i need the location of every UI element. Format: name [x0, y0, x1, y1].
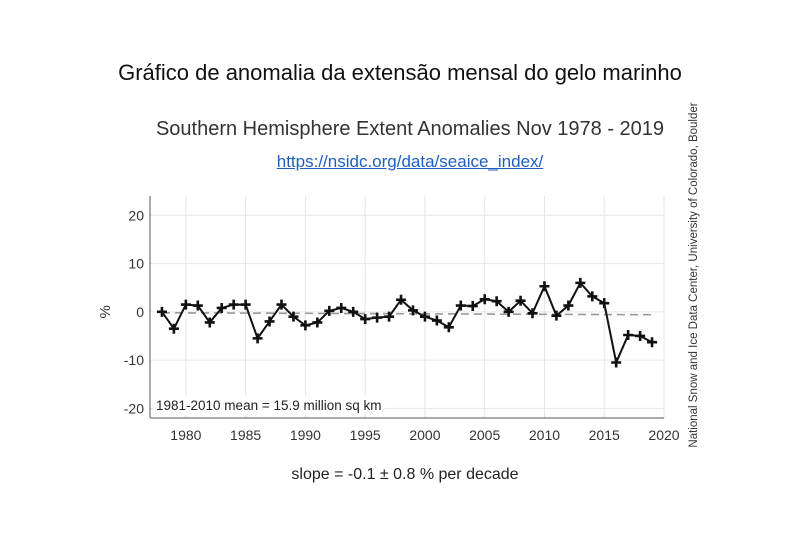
y-tick-label: -10: [124, 352, 144, 368]
x-tick-label: 2020: [648, 427, 679, 443]
y-tick-label: 0: [136, 304, 144, 320]
x-tick-label: 1980: [170, 427, 201, 443]
trend-line: [161, 311, 653, 316]
data-point: [360, 314, 371, 325]
mean-annotation-bg: [153, 396, 385, 415]
y-axis-label: %: [97, 305, 114, 318]
data-point: [312, 317, 323, 328]
data-point: [419, 311, 430, 322]
x-tick-label: 1990: [290, 427, 321, 443]
data-point: [635, 330, 646, 341]
data-point: [467, 301, 478, 312]
data-point: [336, 302, 347, 313]
data-point: [599, 298, 610, 309]
data-point: [443, 322, 454, 333]
data-point: [515, 295, 526, 306]
data-point: [348, 306, 359, 317]
data-point: [372, 312, 383, 323]
data-point: [168, 323, 179, 334]
data-point: [180, 299, 191, 310]
x-tick-label: 2010: [529, 427, 560, 443]
data-point: [647, 337, 658, 348]
y-tick-label: 10: [128, 256, 144, 272]
chart-title: Southern Hemisphere Extent Anomalies Nov…: [155, 118, 665, 140]
data-point: [575, 277, 586, 288]
data-point: [204, 317, 215, 328]
data-point: [324, 305, 335, 316]
data-point: [431, 315, 442, 326]
data-point: [455, 300, 466, 311]
data-point: [384, 311, 395, 322]
outer-title: Gráfico de anomalia da extensão mensal d…: [118, 60, 682, 85]
x-tick-label: 2015: [589, 427, 620, 443]
data-point: [563, 300, 574, 311]
data-point: [407, 305, 418, 316]
mean-annotation: 1981-2010 mean = 15.9 million sq km: [156, 398, 382, 413]
data-point: [276, 299, 287, 310]
data-point: [288, 311, 299, 322]
data-point: [611, 357, 622, 368]
x-tick-label: 2000: [409, 427, 440, 443]
data-point: [192, 300, 203, 311]
data-points: [156, 277, 658, 368]
data-point: [587, 291, 598, 302]
anomaly-series-line: [161, 281, 653, 366]
x-tick-label: 1985: [230, 427, 261, 443]
data-point: [252, 333, 263, 344]
data-point: [240, 299, 251, 310]
y-tick-label: -20: [124, 400, 144, 416]
data-point: [396, 294, 407, 305]
data-point: [491, 296, 502, 307]
data-point: [479, 294, 490, 305]
data-point: [623, 329, 634, 340]
data-point: [264, 316, 275, 327]
data-point: [228, 299, 239, 310]
x-tick-label: 1995: [350, 427, 381, 443]
data-point: [527, 308, 538, 319]
source-link[interactable]: https://nsidc.org/data/seaice_index/: [276, 152, 544, 171]
slope-text: slope = -0.1 ± 0.8 % per decade: [291, 466, 519, 483]
data-point: [539, 281, 550, 292]
y-tick-label: 20: [128, 207, 144, 223]
data-point: [503, 306, 514, 317]
data-point: [551, 310, 562, 321]
x-tick-label: 2005: [469, 427, 500, 443]
data-point: [300, 320, 311, 331]
data-point: [216, 302, 227, 313]
data-point: [156, 306, 167, 317]
